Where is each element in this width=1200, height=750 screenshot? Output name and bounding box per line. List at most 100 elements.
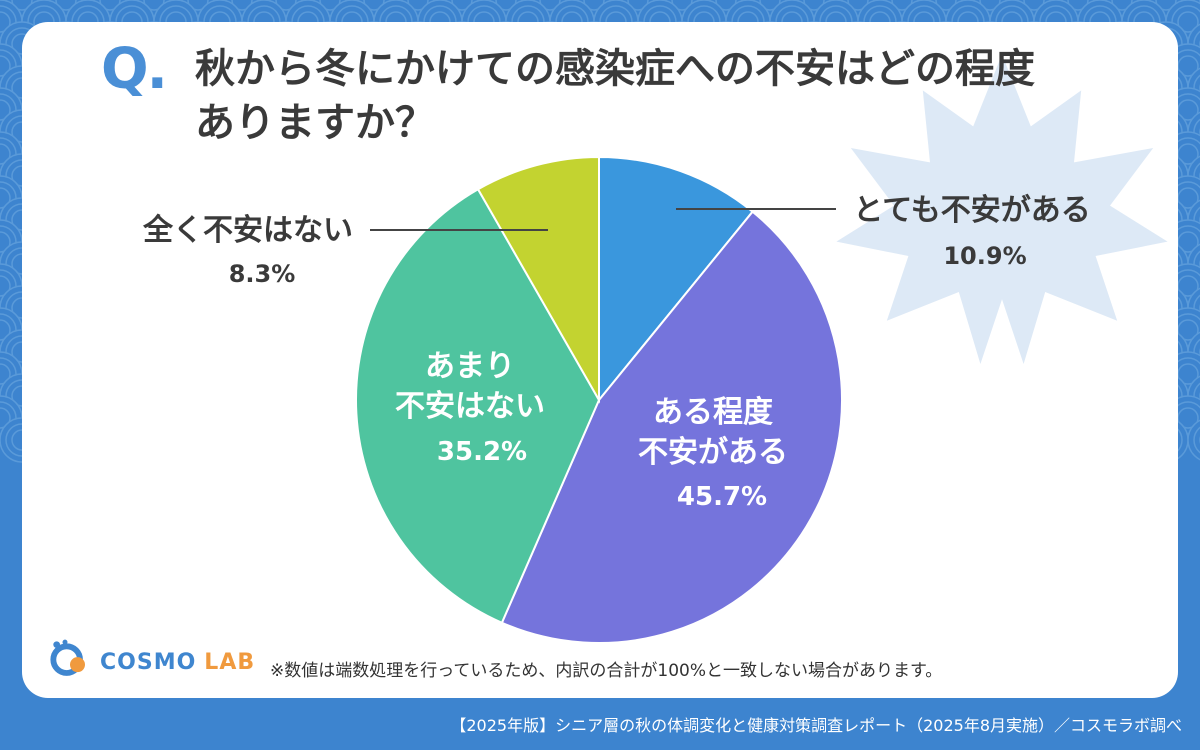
wave-arc [143,0,165,11]
wave-arc [137,0,171,17]
wave-arc [0,5,17,39]
label-not-very-anxious-line1: あまり [425,349,515,384]
wave-arc [1061,0,1095,17]
wave-arc [0,99,11,121]
label-not-very-anxious-line2: 不安はない [395,389,545,424]
wave-arc [1177,275,1199,297]
wave-arc [0,269,17,303]
question-mark-label: Q. [101,37,168,102]
wave-arc [665,0,699,17]
wave-arc [93,0,127,17]
wave-arc [1193,250,1200,278]
wave-arc [1177,143,1199,165]
wave-arc [929,0,963,17]
wave-arc [583,0,605,11]
wave-arc [489,0,523,17]
wave-arc [0,313,17,347]
wave-arc [11,0,33,11]
wave-arc [797,0,831,17]
pct-very-anxious: 10.9% [943,242,1026,270]
question-text: 秋から冬にかけての感染症への不安はどの程度 ありますか？ [195,42,1095,150]
wave-arc [577,0,611,17]
wave-arc [275,0,297,11]
wave-arc [847,0,869,11]
wave-arc [803,0,825,11]
wave-arc [753,0,787,17]
wave-arc [0,363,11,385]
wave-arc [891,0,913,11]
wave-arc [1193,294,1200,322]
question-line-2: ありますか？ [195,100,435,146]
wave-arc [319,0,341,11]
maple-leaf-decoration [836,54,1168,365]
wave-arc [0,319,11,341]
wave-arc [1017,0,1051,17]
wave-arc [0,407,11,429]
wave-arc [1193,74,1200,102]
wave-arc [225,0,259,17]
wave-arc [1155,0,1177,11]
wave-arc [1177,187,1199,209]
footnote: ※数値は端数処理を行っているため、内訳の合計が100%と一致しない場合があります… [270,661,943,681]
wave-arc [885,0,919,17]
wave-arc [451,0,473,11]
slice-not-at-all-anxious [476,155,600,404]
wave-arc [0,225,17,259]
logo-cosmo: COSMO [100,650,197,675]
wave-arc [0,49,17,83]
wave-arc [1193,338,1200,366]
wave-arc [1171,5,1200,39]
wave-arc [0,275,11,297]
label-somewhat-anxious-line2: 不安がある [638,435,788,470]
wave-arc [979,0,1001,11]
slice-not-very-anxious [355,187,601,625]
wave-arc [539,0,561,11]
wave-arc [495,0,517,11]
wave-arc [363,0,385,11]
wave-arc [1193,426,1200,454]
wave-arc [357,0,391,17]
wave-arc [269,0,303,17]
wave-arc [0,143,11,165]
wave-arc [1193,118,1200,146]
wave-arc [0,93,17,127]
wave-arc [715,0,737,11]
wave-arc [407,0,429,11]
wave-arc [841,0,875,17]
label-somewhat-anxious-line1: ある程度 [653,395,773,430]
wave-arc [187,0,209,11]
wave-arc [935,0,957,11]
wave-arc [401,0,435,17]
wave-arc [1111,0,1133,11]
wave-arc [1105,0,1139,17]
wave-arc [621,0,655,17]
wave-arc [0,187,11,209]
wave-arc [627,0,649,11]
wave-arc [0,181,17,215]
pct-somewhat-anxious: 45.7% [677,482,767,512]
wave-arc [181,0,215,17]
wave-arc [1177,231,1199,253]
logo-text: COSMO LAB [100,650,255,675]
wave-arc [973,0,1007,17]
wave-arc [1023,0,1045,11]
wave-arc [5,0,39,17]
wave-arc [1149,0,1183,17]
wave-arc [0,401,17,435]
wave-arc [1193,30,1200,58]
wave-arc [1193,206,1200,234]
wave-arc [0,55,11,77]
logo-lab: LAB [204,650,256,675]
wave-arc [313,0,347,17]
wave-arc [445,0,479,17]
cosmo-lab-logo-icon [50,639,85,676]
wave-arc [1177,407,1199,429]
wave-arc [49,0,83,17]
wave-arc [533,0,567,17]
wave-arc [1067,0,1089,11]
wave-arc [709,0,743,17]
wave-arc [1193,162,1200,190]
slice-very-anxious [598,155,754,403]
pct-not-very-anxious: 35.2% [437,437,527,467]
